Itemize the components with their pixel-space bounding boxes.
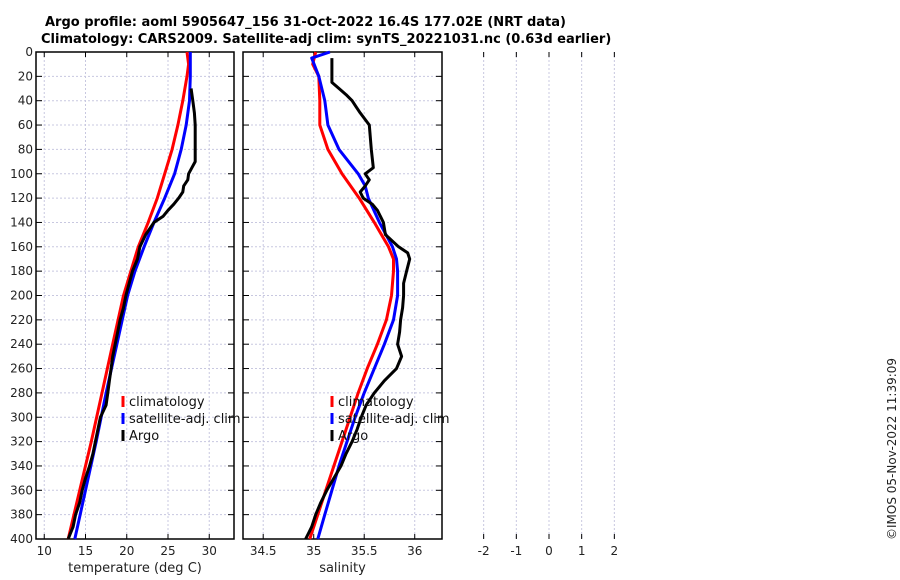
y-tick-label: 140 <box>10 215 33 229</box>
difference-panel: -2 -1 0 1 2 <box>478 52 618 558</box>
legend-label: Argo <box>338 429 368 444</box>
legend-label: climatology <box>129 395 205 410</box>
y-tick-label: 60 <box>18 118 33 132</box>
climatology-line <box>308 51 395 540</box>
argo-line <box>304 58 412 540</box>
title-line-2: Climatology: CARS2009. Satellite-adj cli… <box>41 32 612 47</box>
climatology-line <box>66 51 191 540</box>
x-tick-label: 25 <box>160 544 175 558</box>
y-tick-label: 220 <box>10 313 33 327</box>
legend-label: satellite-adj. clim <box>338 412 450 427</box>
plot-frame <box>35 51 235 540</box>
x-tick-label: 1 <box>578 544 586 558</box>
x-tick-label: 2 <box>611 544 619 558</box>
legend-label: Argo <box>129 429 159 444</box>
y-tick-label: 0 <box>25 45 33 59</box>
y-tick-label: 380 <box>10 508 33 522</box>
x-tick-label: 36 <box>407 544 422 558</box>
x-tick-label: 35.5 <box>351 544 378 558</box>
argo-line <box>66 88 197 540</box>
plot-frame <box>242 51 443 540</box>
x-axis-label: salinity <box>319 561 366 576</box>
y-tick-label: 20 <box>18 69 33 83</box>
y-tick-label: 300 <box>10 410 33 424</box>
y-tick-label: 40 <box>18 94 33 108</box>
y-tick-label: 400 <box>10 532 33 546</box>
temperature-panel: 10 15 20 25 30020406080100120140160180200220… <box>10 45 241 576</box>
x-tick-label: 10 <box>37 544 52 558</box>
x-tick-label: 0 <box>545 544 553 558</box>
y-tick-label: 360 <box>10 483 33 497</box>
satellite-clim-line <box>310 50 400 540</box>
x-tick-label: 15 <box>78 544 93 558</box>
title-line-1: Argo profile: aoml 5905647_156 31-Oct-20… <box>45 15 566 30</box>
x-tick-label: -2 <box>478 544 490 558</box>
y-tick-label: 120 <box>10 191 33 205</box>
x-tick-label: 35 <box>306 544 321 558</box>
legend-label: satellite-adj. clim <box>129 412 241 427</box>
y-tick-label: 160 <box>10 240 33 254</box>
x-tick-label: 30 <box>202 544 217 558</box>
y-tick-label: 80 <box>18 142 33 156</box>
y-tick-label: 280 <box>10 386 33 400</box>
y-tick-label: 260 <box>10 362 33 376</box>
imos-credit: ©IMOS 05-Nov-2022 11:39:09 <box>885 358 899 540</box>
y-tick-label: 200 <box>10 289 33 303</box>
y-tick-label: 340 <box>10 459 33 473</box>
y-tick-label: 180 <box>10 264 33 278</box>
y-tick-label: 240 <box>10 337 33 351</box>
y-tick-label: 100 <box>10 167 33 181</box>
x-axis-label: temperature (deg C) <box>68 561 202 576</box>
x-tick-label: 20 <box>119 544 134 558</box>
x-tick-label: -1 <box>510 544 522 558</box>
x-tick-label: 34.5 <box>250 544 277 558</box>
legend-label: climatology <box>338 395 414 410</box>
y-tick-label: 320 <box>10 435 33 449</box>
salinity-panel: 34.5 35 35.5 36 climatology satellite-adj. cl… <box>242 50 450 576</box>
